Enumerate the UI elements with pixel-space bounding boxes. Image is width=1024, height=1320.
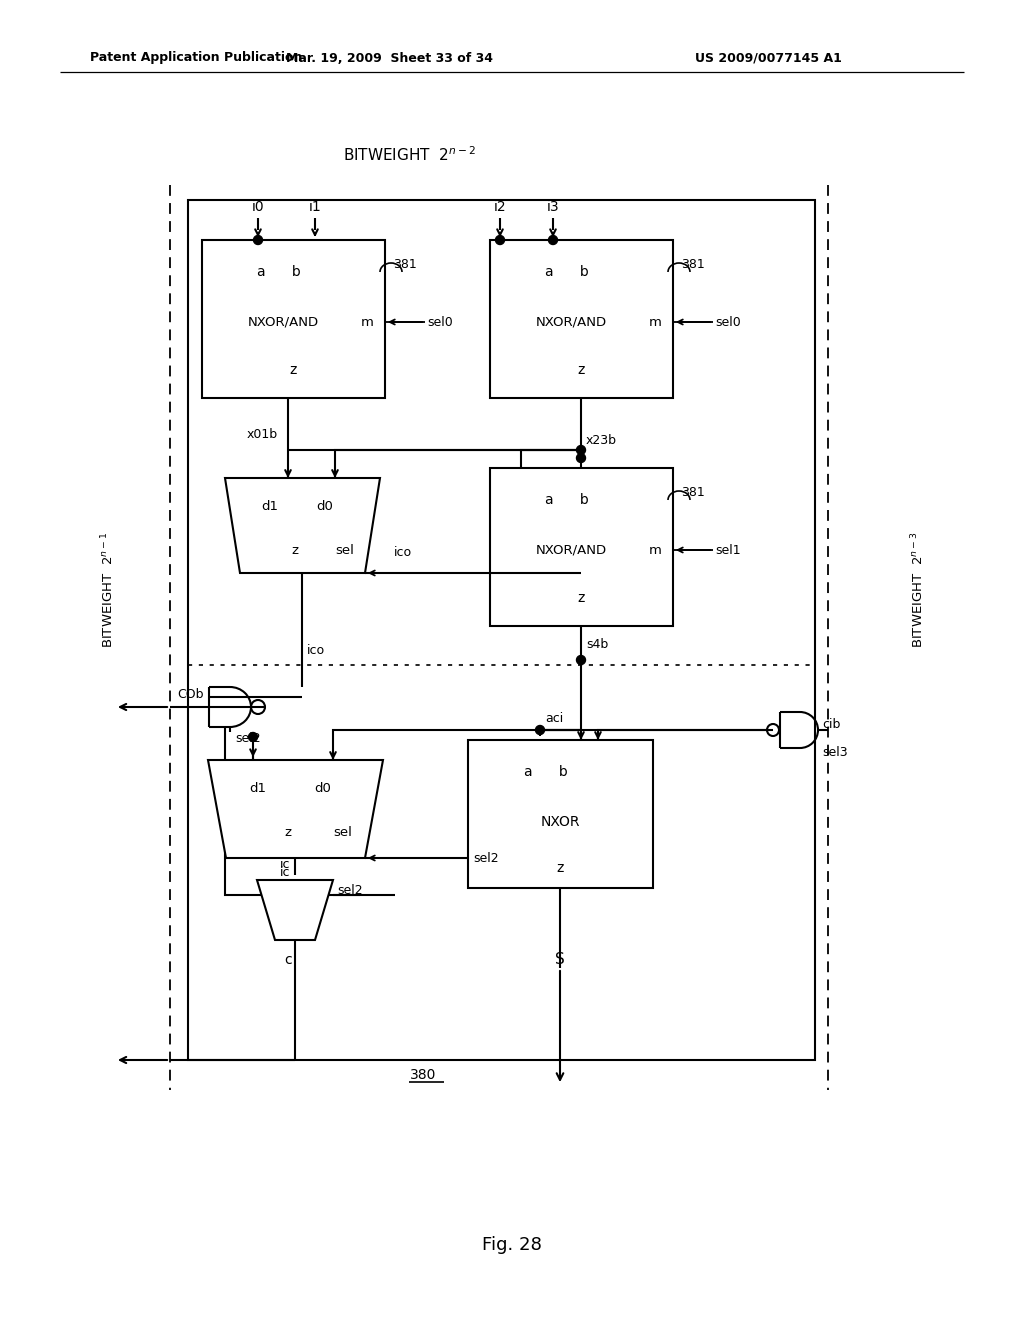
Bar (188, 201, 815, 665)
Text: NXOR: NXOR (541, 814, 581, 829)
Text: d0: d0 (316, 499, 334, 512)
Text: COb: COb (177, 689, 204, 701)
Text: aci: aci (545, 711, 563, 725)
Text: s4b: s4b (586, 639, 608, 652)
Text: c: c (285, 953, 292, 968)
Text: BITWEIGHT  $2^{n-2}$: BITWEIGHT $2^{n-2}$ (343, 145, 476, 165)
Text: BITWEIGHT  $2^{n-3}$: BITWEIGHT $2^{n-3}$ (909, 532, 927, 648)
Text: d1: d1 (261, 499, 279, 512)
Text: z: z (557, 861, 564, 875)
Bar (490, 469, 673, 626)
Text: i1: i1 (308, 201, 322, 214)
Text: a      b: a b (545, 492, 589, 507)
Text: sel3: sel3 (822, 746, 848, 759)
Text: Patent Application Publication: Patent Application Publication (90, 51, 302, 65)
Text: 381: 381 (681, 259, 705, 272)
Text: cib: cib (822, 718, 841, 731)
Text: US 2009/0077145 A1: US 2009/0077145 A1 (695, 51, 842, 65)
Circle shape (496, 235, 505, 244)
Text: ico: ico (394, 546, 412, 560)
Text: i2: i2 (494, 201, 506, 214)
Text: m: m (648, 315, 662, 329)
Text: NXOR/AND: NXOR/AND (248, 315, 319, 329)
Text: 380: 380 (410, 1068, 436, 1082)
Text: Fig. 28: Fig. 28 (482, 1236, 542, 1254)
Text: NXOR/AND: NXOR/AND (536, 544, 607, 557)
Text: z: z (578, 591, 585, 605)
Text: S: S (555, 953, 565, 968)
Polygon shape (225, 478, 380, 573)
Text: i0: i0 (252, 201, 264, 214)
Text: sel0: sel0 (427, 315, 453, 329)
Text: m: m (648, 544, 662, 557)
Circle shape (536, 726, 545, 734)
Bar (468, 741, 653, 888)
Text: z: z (285, 825, 292, 838)
Text: sel1: sel1 (715, 544, 740, 557)
Text: x23b: x23b (586, 433, 617, 446)
Text: z: z (292, 544, 299, 557)
Polygon shape (257, 880, 333, 940)
Text: sel2: sel2 (473, 851, 499, 865)
Text: ic: ic (280, 866, 291, 879)
Text: a      b: a b (545, 265, 589, 279)
Text: ico: ico (307, 644, 326, 656)
Text: a      b: a b (257, 265, 300, 279)
Text: 381: 381 (393, 259, 417, 272)
Text: d1: d1 (250, 781, 266, 795)
Text: sel: sel (336, 544, 354, 557)
Text: z: z (578, 363, 585, 378)
Circle shape (249, 733, 257, 742)
Text: Mar. 19, 2009  Sheet 33 of 34: Mar. 19, 2009 Sheet 33 of 34 (287, 51, 494, 65)
Bar (490, 240, 673, 399)
Circle shape (254, 235, 262, 244)
Text: z: z (290, 363, 297, 378)
Circle shape (577, 656, 586, 664)
Bar (188, 201, 815, 1060)
Text: sel2: sel2 (337, 883, 362, 896)
Text: NXOR/AND: NXOR/AND (536, 315, 607, 329)
Polygon shape (208, 760, 383, 858)
Text: 381: 381 (681, 487, 705, 499)
Text: a      b: a b (523, 766, 567, 779)
Text: BITWEIGHT  $2^{n-1}$: BITWEIGHT $2^{n-1}$ (99, 532, 117, 648)
Circle shape (577, 446, 586, 454)
Text: i3: i3 (547, 201, 559, 214)
Text: m: m (360, 315, 374, 329)
Text: x01b: x01b (247, 429, 278, 441)
Text: d0: d0 (314, 781, 332, 795)
Circle shape (577, 454, 586, 462)
Text: ic: ic (280, 858, 290, 871)
Text: sel: sel (334, 825, 352, 838)
Text: sel0: sel0 (715, 315, 740, 329)
Circle shape (549, 235, 557, 244)
Bar (202, 240, 385, 399)
Text: sel2: sel2 (234, 733, 261, 746)
